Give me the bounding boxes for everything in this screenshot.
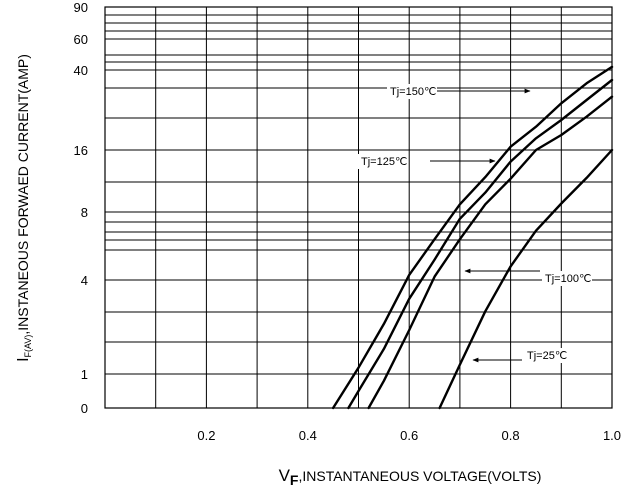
y-tick-label: 90	[74, 0, 88, 15]
annotation-background	[524, 348, 574, 363]
y-tick-label: 60	[74, 32, 88, 47]
x-tick-label: 0.8	[502, 428, 520, 443]
x-axis-label-symbol: V	[278, 466, 290, 485]
y-tick-label: 40	[74, 63, 88, 78]
y-tick-label: 8	[81, 205, 88, 220]
x-tick-label: 0.4	[299, 428, 317, 443]
y-tick-label: 0	[81, 401, 88, 416]
y-axis-label-text: ,INSTANEOUS FORWAED CURRENT(AMP)	[15, 54, 31, 335]
annotation-background	[358, 154, 408, 169]
tick-labels: 0 1 4 8 16 40 60 90 0.2 0.4 0.6 0.8 1.0	[74, 0, 622, 443]
chart: Tj=150℃ Tj=125℃ Tj=100℃ Tj=25℃ 0 1 4 8 16 40 60 90…	[74, 0, 622, 443]
series-line-3	[438, 148, 614, 410]
x-tick-label: 0.6	[400, 428, 418, 443]
curves	[331, 65, 614, 410]
y-axis-label-subscript: F(AV)	[23, 334, 33, 358]
series-line-0	[331, 65, 614, 410]
y-tick-label: 16	[74, 143, 88, 158]
x-axis-label: VF,INSTANTANEOUS VOLTAGE(VOLTS)	[210, 466, 610, 488]
grid	[104, 6, 613, 409]
annotation-background	[542, 271, 592, 286]
y-axis-label-symbol: I	[15, 357, 32, 362]
x-tick-label: 1.0	[603, 428, 621, 443]
series-label-2: Tj=100℃	[545, 273, 591, 285]
series-label-0: Tj=150℃	[390, 86, 436, 98]
x-axis-label-subscript: F	[289, 472, 299, 488]
x-tick-label: 0.2	[197, 428, 215, 443]
y-tick-label: 4	[81, 273, 88, 288]
x-axis-label-text: ,INSTANTANEOUS VOLTAGE(VOLTS)	[298, 468, 542, 484]
annotation-background	[387, 84, 437, 99]
y-tick-label: 1	[81, 367, 88, 382]
series-line-1	[347, 78, 614, 410]
series-line-2	[367, 95, 614, 410]
annotations: Tj=150℃ Tj=125℃ Tj=100℃ Tj=25℃	[358, 84, 592, 363]
series-label-3: Tj=25℃	[527, 350, 567, 362]
series-label-1: Tj=125℃	[361, 156, 407, 168]
